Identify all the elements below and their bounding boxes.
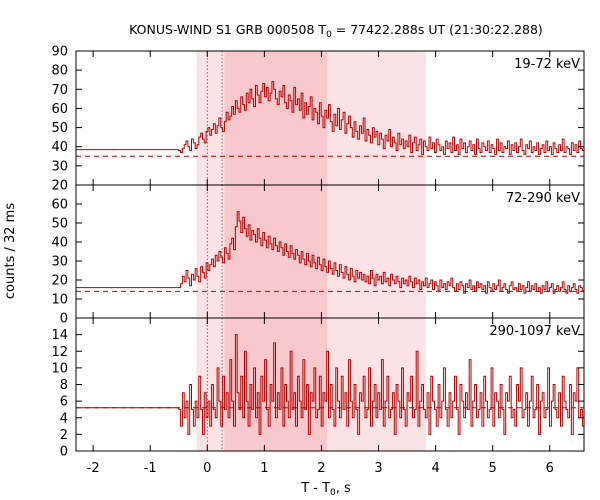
- y-tick-label: 20: [51, 274, 68, 289]
- y-tick-label: 60: [51, 102, 68, 117]
- y-tick-label: 30: [51, 255, 68, 270]
- y-tick-label: 2: [60, 428, 68, 443]
- y-tick-label: 60: [51, 198, 68, 213]
- y-tick-label: 4: [60, 411, 68, 426]
- y-tick-label: 50: [51, 217, 68, 232]
- energy-band-label: 19-72 keV: [514, 57, 580, 72]
- y-axis-title: counts / 32 ms: [3, 203, 18, 299]
- x-tick-label: -2: [87, 461, 100, 476]
- y-tick-label: 20: [51, 179, 68, 194]
- x-tick-label: -1: [144, 461, 157, 476]
- x-tick-label: 2: [317, 461, 325, 476]
- count-rate-series: [76, 334, 584, 435]
- x-axis-title: T - T0, s: [300, 481, 351, 498]
- y-tick-label: 14: [51, 328, 68, 343]
- count-rate-series: [76, 81, 584, 155]
- y-tick-label: 70: [51, 83, 68, 98]
- x-axis-title-rest: , s: [336, 481, 351, 496]
- y-tick-label: 6: [60, 395, 68, 410]
- count-rate-series: [76, 211, 584, 294]
- energy-band-label: 72-290 keV: [506, 191, 580, 206]
- y-tick-label: 10: [51, 293, 68, 308]
- y-tick-label: 0: [60, 445, 68, 460]
- x-axis-title-main: T - T: [300, 481, 330, 496]
- x-tick-label: 1: [260, 461, 268, 476]
- chart-title-main: KONUS-WIND S1 GRB 000508 T: [129, 22, 326, 37]
- y-tick-label: 50: [51, 121, 68, 136]
- energy-band-label: 290-1097 keV: [489, 324, 580, 339]
- x-tick-label: 4: [431, 461, 439, 476]
- y-tick-label: 90: [51, 45, 68, 60]
- chart-title-subscript: 0: [326, 30, 332, 40]
- chart-title-rest: = 77422.288s UT (21:30:22.288): [332, 22, 543, 37]
- y-tick-label: 80: [51, 64, 68, 79]
- y-tick-label: 30: [51, 159, 68, 174]
- x-tick-label: 3: [374, 461, 382, 476]
- y-tick-label: 40: [51, 140, 68, 155]
- y-tick-label: 10: [51, 361, 68, 376]
- x-tick-label: 5: [489, 461, 497, 476]
- x-axis-title-subscript: 0: [330, 488, 336, 498]
- y-tick-label: 8: [60, 378, 68, 393]
- y-tick-label: 0: [60, 312, 68, 327]
- x-tick-label: 6: [546, 461, 554, 476]
- y-tick-label: 40: [51, 236, 68, 251]
- chart-title: KONUS-WIND S1 GRB 000508 T0 = 77422.288s…: [129, 22, 543, 40]
- y-tick-label: 12: [51, 345, 68, 360]
- x-tick-label: 0: [203, 461, 211, 476]
